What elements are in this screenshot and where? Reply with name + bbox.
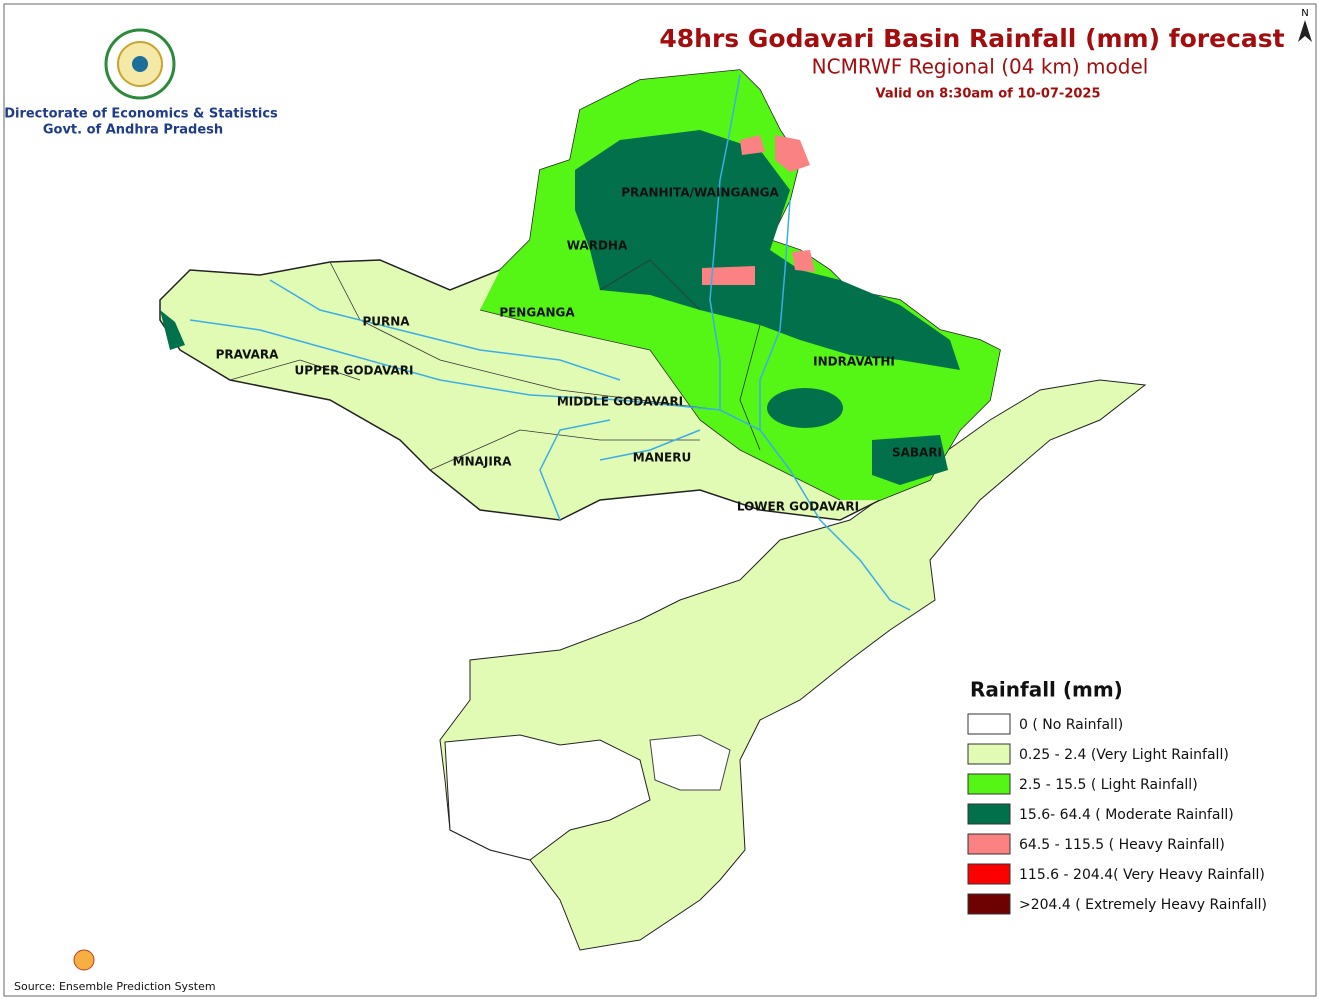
eps-logo: [73, 949, 95, 971]
org-line2: Govt. of Andhra Pradesh: [43, 123, 223, 138]
org-line1: Directorate of Economics & Statistics: [4, 107, 278, 122]
north-label: N: [1301, 8, 1308, 19]
heavy-rain-area: [702, 266, 755, 285]
legend: 0 ( No Rainfall) 0.25 - 2.4 (Very Light R…: [967, 713, 1267, 915]
basin-label: PRAVARA: [216, 348, 280, 362]
heavy-rain-area: [740, 135, 765, 155]
legend-label: 0.25 - 2.4 (Very Light Rainfall): [1019, 747, 1229, 763]
basin-label: MANERU: [633, 451, 691, 465]
basin-labels: PRANHITA/WAINGANGA WARDHA PENGANGA PURNA PRA…: [216, 186, 942, 514]
legend-label: 64.5 - 115.5 ( Heavy Rainfall): [1019, 837, 1225, 853]
logo: [104, 28, 176, 100]
basin-label: PRANHITA/WAINGANGA: [621, 186, 779, 200]
basin-label: UPPER GODAVARI: [295, 364, 414, 378]
moderate-rain-area: [767, 388, 843, 428]
sub-basin-boundaries: [229, 259, 841, 501]
north-arrow: [1298, 20, 1312, 42]
basin-label: PURNA: [362, 315, 410, 329]
basin-label: LOWER GODAVARI: [737, 500, 859, 514]
heavy-rain-area: [775, 135, 810, 172]
no-rain-area: [649, 734, 731, 791]
subtitle: NCMRWF Regional (04 km) model: [812, 55, 1149, 79]
moderate-rain-area: [872, 435, 948, 485]
source: Source: Ensemble Prediction System: [14, 980, 216, 993]
legend-swatch: [967, 833, 1011, 855]
valid-date: Valid on 8:30am of 10-07-2025: [875, 87, 1100, 102]
moderate-rain-area: [575, 130, 960, 370]
basin-label: MIDDLE GODAVARI: [557, 395, 683, 409]
map: [159, 69, 1147, 951]
moderate-rain-area: [160, 310, 185, 350]
legend-label: >204.4 ( Extremely Heavy Rainfall): [1019, 897, 1267, 913]
basin-label: SABARI: [892, 446, 942, 460]
legend-label: 2.5 - 15.5 ( Light Rainfall): [1019, 777, 1198, 793]
legend-title: Rainfall (mm): [970, 678, 1123, 702]
title: 48hrs Godavari Basin Rainfall (mm) forec…: [659, 24, 1284, 53]
heavy-rain-area: [792, 250, 815, 272]
legend-label: 0 ( No Rainfall): [1019, 717, 1123, 733]
legend-label: 15.6- 64.4 ( Moderate Rainfall): [1019, 807, 1234, 823]
legend-swatch: [967, 893, 1011, 915]
no-rain-area: [444, 734, 651, 861]
legend-label: 115.6 - 204.4( Very Heavy Rainfall): [1019, 867, 1265, 883]
basin-label: PENGANGA: [499, 306, 575, 320]
basin-label: WARDHA: [567, 239, 628, 253]
basin-label: INDRAVATHI: [813, 355, 895, 369]
basin-label: MNAJIRA: [453, 455, 512, 469]
legend-swatch: [967, 743, 1011, 765]
rivers: [189, 74, 911, 611]
legend-swatch: [967, 713, 1011, 735]
legend-swatch: [967, 773, 1011, 795]
legend-swatch: [967, 863, 1011, 885]
legend-swatch: [967, 803, 1011, 825]
